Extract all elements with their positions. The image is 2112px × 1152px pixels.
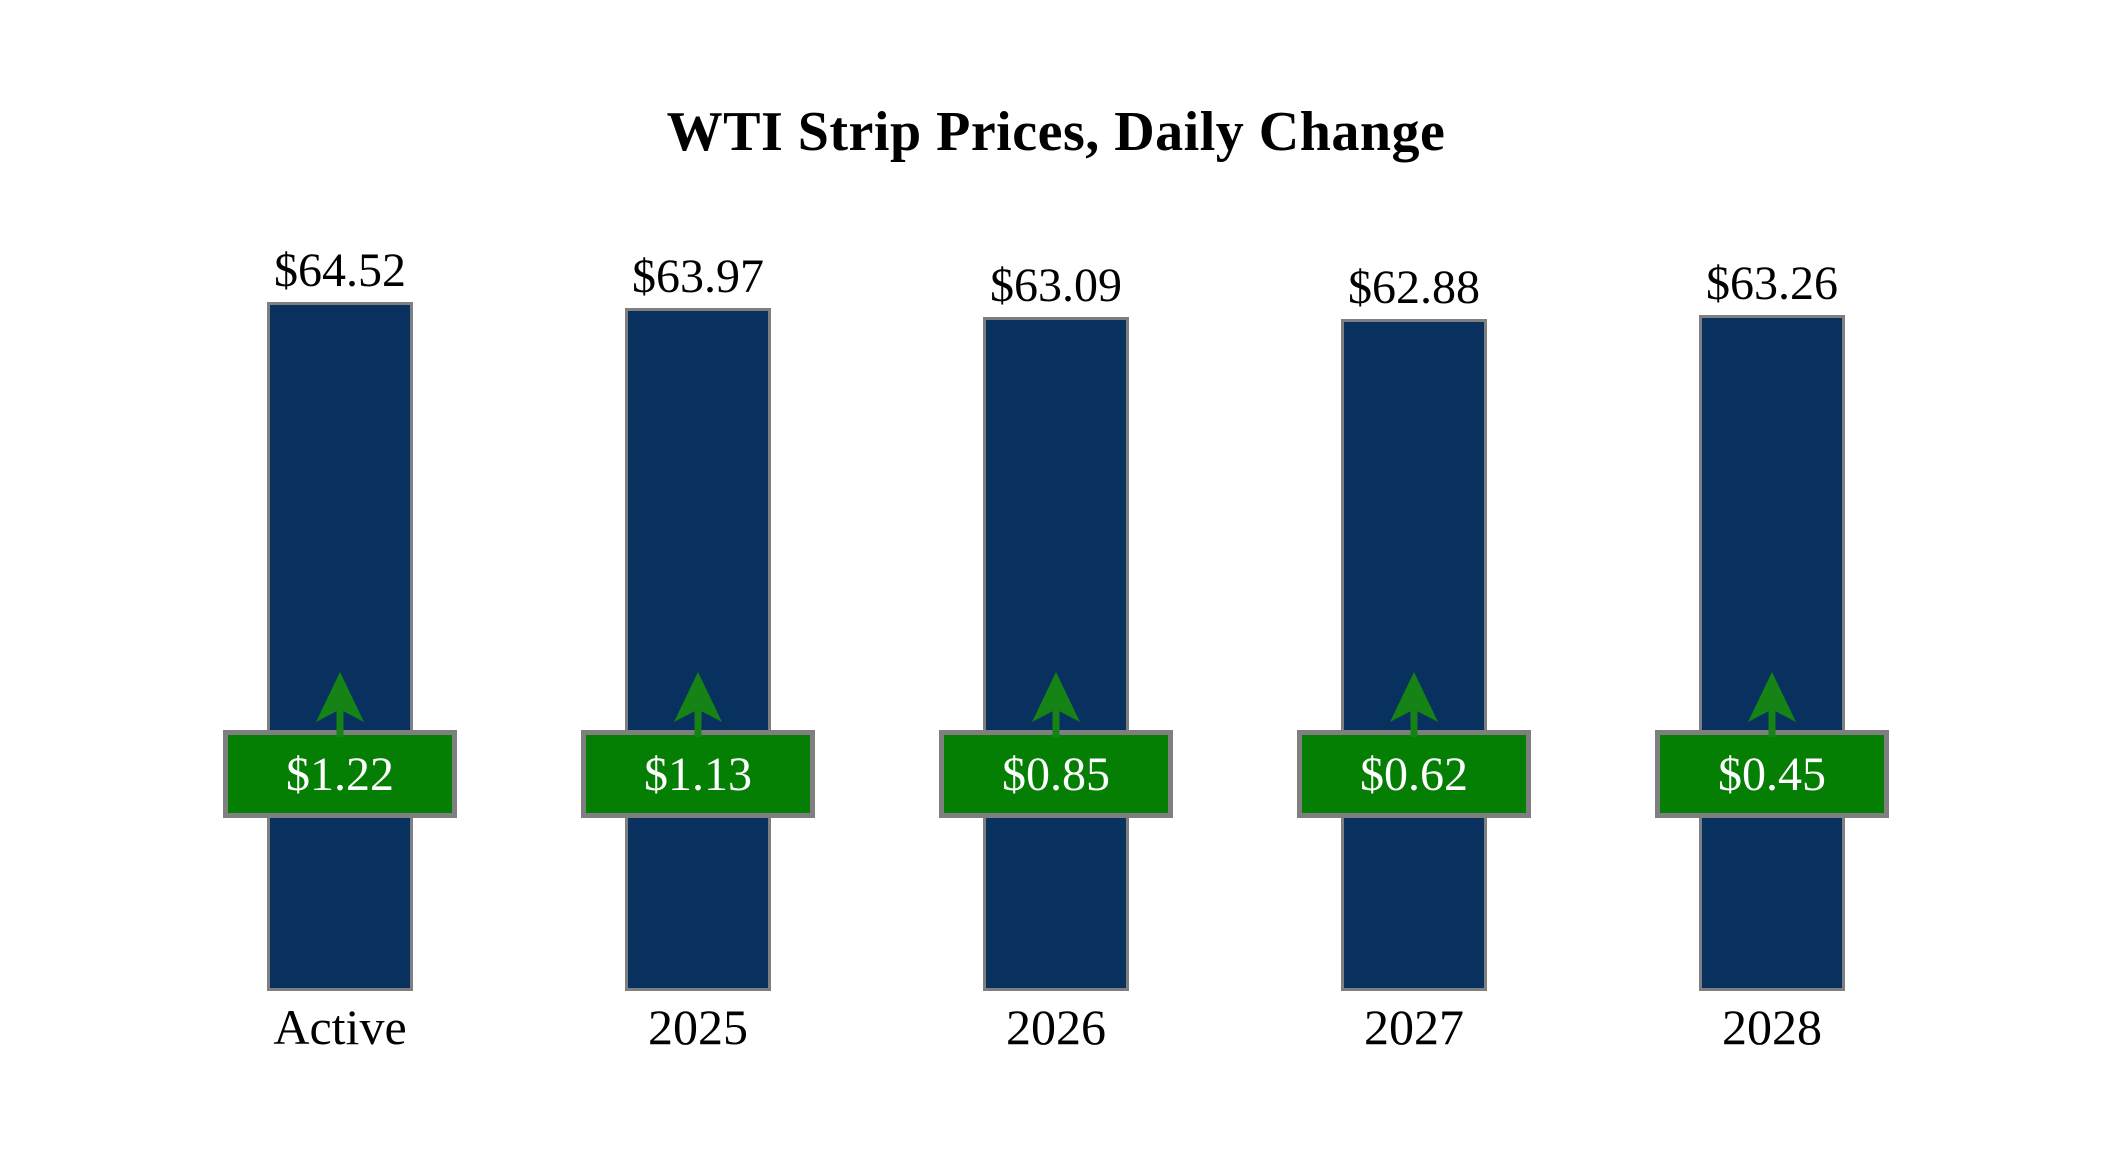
strip-price-label: $63.97 bbox=[632, 250, 764, 303]
daily-change-badge: $1.13 bbox=[581, 730, 815, 818]
price-bar bbox=[983, 317, 1129, 991]
price-bar bbox=[1341, 319, 1487, 991]
price-bar bbox=[1699, 315, 1845, 991]
up-arrow-icon bbox=[1748, 672, 1796, 737]
chart-title: WTI Strip Prices, Daily Change bbox=[666, 101, 1446, 163]
bar-column: $64.52 $1.22 Active bbox=[223, 0, 457, 1152]
daily-change-label: $0.45 bbox=[1718, 747, 1826, 801]
category-label: 2026 bbox=[1006, 999, 1106, 1055]
daily-change-label: $0.62 bbox=[1360, 747, 1468, 801]
bar-column: $63.26 $0.45 2028 bbox=[1655, 0, 1889, 1152]
daily-change-badge: $1.22 bbox=[223, 730, 457, 818]
daily-change-badge: $0.62 bbox=[1297, 730, 1531, 818]
price-bar bbox=[625, 308, 771, 991]
up-arrow-icon bbox=[1032, 672, 1080, 737]
strip-price-label: $62.88 bbox=[1348, 261, 1480, 314]
price-bar bbox=[267, 302, 413, 991]
strip-price-label: $63.09 bbox=[990, 259, 1122, 312]
category-label: 2025 bbox=[648, 999, 748, 1055]
up-arrow-icon bbox=[316, 672, 364, 737]
daily-change-label: $1.13 bbox=[644, 747, 752, 801]
bar-column: $63.09 $0.85 2026 bbox=[939, 0, 1173, 1152]
bar-column: $63.97 $1.13 2025 bbox=[581, 0, 815, 1152]
category-label: 2027 bbox=[1364, 999, 1464, 1055]
daily-change-badge: $0.85 bbox=[939, 730, 1173, 818]
strip-price-label: $63.26 bbox=[1706, 257, 1838, 310]
category-label: Active bbox=[273, 999, 407, 1055]
daily-change-label: $0.85 bbox=[1002, 747, 1110, 801]
up-arrow-icon bbox=[1390, 672, 1438, 737]
category-label: 2028 bbox=[1722, 999, 1822, 1055]
up-arrow-icon bbox=[674, 672, 722, 737]
strip-price-label: $64.52 bbox=[274, 244, 406, 297]
daily-change-badge: $0.45 bbox=[1655, 730, 1889, 818]
daily-change-label: $1.22 bbox=[286, 747, 394, 801]
bar-column: $62.88 $0.62 2027 bbox=[1297, 0, 1531, 1152]
